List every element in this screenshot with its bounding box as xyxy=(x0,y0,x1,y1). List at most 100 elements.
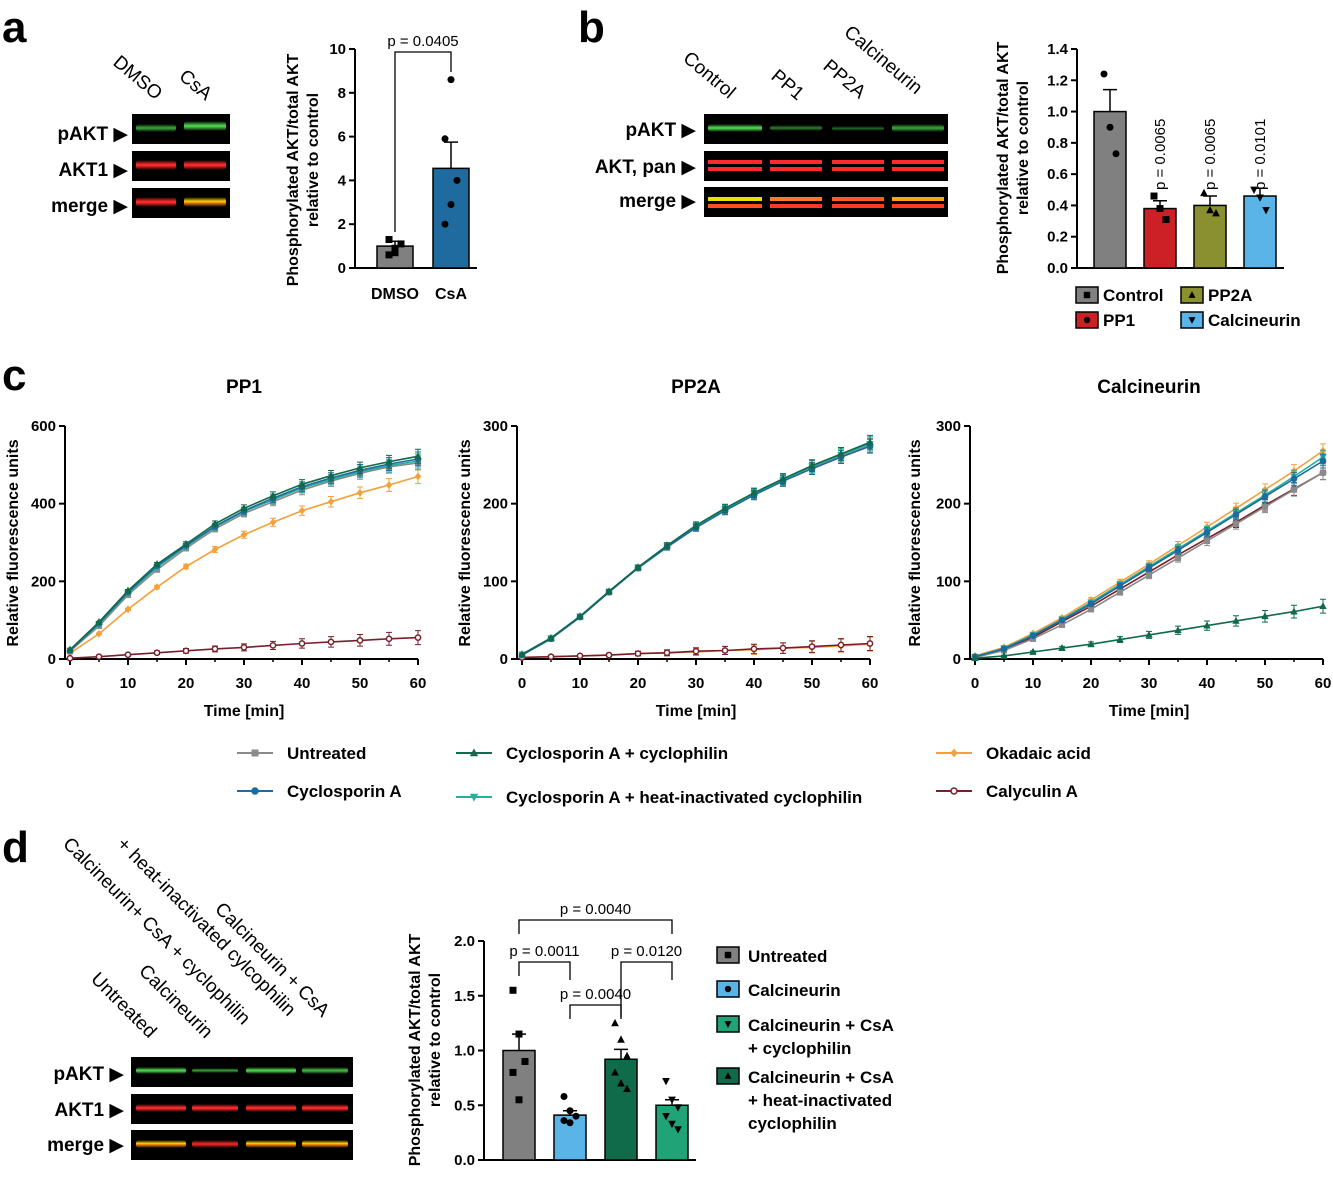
error-bar xyxy=(1203,195,1217,206)
data-point xyxy=(356,637,364,644)
data-point xyxy=(779,474,787,482)
data-point xyxy=(153,560,161,568)
lane-label: DMSO xyxy=(109,52,166,105)
lane-label: CsA xyxy=(175,66,216,105)
legend-marker xyxy=(950,748,958,758)
y-axis-label: Phosphorylated AKT/total AKT xyxy=(995,41,1012,274)
data-point xyxy=(521,1057,529,1065)
data-point xyxy=(298,480,306,488)
data-point xyxy=(391,249,399,257)
y-tick-label: 2 xyxy=(338,216,346,233)
data-point xyxy=(1174,626,1182,634)
data-point xyxy=(605,587,613,595)
x-axis-label: Time [min] xyxy=(204,703,285,720)
y-axis-label: Relative fluorescence units xyxy=(457,439,474,646)
y-tick-label: 0.0 xyxy=(1047,260,1068,277)
bar xyxy=(1093,110,1127,269)
data-point xyxy=(1000,645,1008,653)
data-point xyxy=(1203,529,1211,536)
significance-bracket xyxy=(620,961,673,1017)
series-line xyxy=(521,441,871,655)
data-point xyxy=(1261,503,1269,510)
x-tick-label: CsA xyxy=(435,286,467,303)
x-tick-label: 10 xyxy=(120,675,137,692)
legend-marker xyxy=(469,748,479,757)
data-point xyxy=(617,1079,625,1087)
y-tick-label: 200 xyxy=(483,496,508,513)
data-point xyxy=(1058,616,1066,624)
data-point xyxy=(441,135,449,143)
data-point xyxy=(721,647,729,654)
blot-row-label: AKT, pan ▶ xyxy=(595,157,697,178)
x-tick-label: 30 xyxy=(688,675,705,692)
data-point xyxy=(623,1051,631,1060)
blot-row-label: merge ▶ xyxy=(47,1135,124,1156)
y-tick-label: 0.8 xyxy=(1047,135,1068,152)
y-tick-label: 0 xyxy=(48,651,56,668)
series-line xyxy=(69,455,419,651)
series-line xyxy=(69,458,419,652)
data-point xyxy=(327,471,335,479)
y-axis-label: relative to control xyxy=(1015,81,1032,215)
chart-title: PP1 xyxy=(226,377,262,398)
data-point xyxy=(866,438,874,446)
data-point xyxy=(547,633,555,641)
data-point xyxy=(611,1068,619,1076)
p-value-label: p = 0.0405 xyxy=(387,33,458,50)
data-point xyxy=(750,488,758,496)
data-point xyxy=(95,617,103,625)
y-tick-label: 6 xyxy=(338,129,346,146)
data-point xyxy=(240,530,248,539)
error-bar xyxy=(614,1048,628,1060)
data-point xyxy=(441,220,449,228)
significance-bracket xyxy=(518,961,571,980)
data-point xyxy=(298,640,306,647)
data-point xyxy=(617,1035,625,1043)
data-point xyxy=(414,634,422,641)
legend-marker xyxy=(1188,317,1196,324)
data-point xyxy=(397,240,405,248)
y-tick-label: 0.4 xyxy=(1047,197,1069,214)
legend-marker xyxy=(469,793,479,802)
y-axis-label: relative to control xyxy=(427,973,444,1107)
legend-label: + heat-inactivated xyxy=(748,1091,892,1110)
data-point xyxy=(1145,564,1153,572)
chart-title: Calcineurin xyxy=(1097,377,1200,398)
data-point xyxy=(95,629,103,638)
panel-d-bar-chart: 0.0 0.5 1.0 1.5 2.0 p = 0.0040 p = 0.0011 p = 0… xyxy=(454,901,894,1169)
legend-marker xyxy=(1083,316,1091,324)
data-point xyxy=(1174,554,1182,562)
blot-row-label: merge ▶ xyxy=(619,191,696,212)
y-tick-label: 1.4 xyxy=(1047,41,1069,58)
legend-marker xyxy=(1188,291,1196,298)
y-axis-label: Relative fluorescence units xyxy=(5,439,22,646)
data-point xyxy=(298,506,306,515)
data-point xyxy=(1290,486,1298,493)
data-point xyxy=(269,518,277,527)
data-point xyxy=(837,449,845,457)
legend-label: + cyclophilin xyxy=(748,1039,851,1058)
data-point xyxy=(1087,640,1095,648)
data-point xyxy=(662,1078,670,1086)
x-tick-label: 10 xyxy=(572,675,589,692)
y-tick-label: 1.5 xyxy=(454,988,475,1005)
data-point xyxy=(124,586,132,594)
data-point xyxy=(1261,612,1269,620)
data-point xyxy=(509,1068,517,1076)
data-point xyxy=(663,541,671,549)
data-point xyxy=(327,638,335,646)
data-point xyxy=(356,488,364,497)
x-tick-label: 60 xyxy=(1315,675,1332,692)
data-point xyxy=(1319,601,1327,610)
data-point xyxy=(1319,457,1327,465)
data-point xyxy=(1256,194,1264,202)
data-point xyxy=(66,654,74,662)
data-point xyxy=(866,640,874,647)
legend-label: Untreated xyxy=(287,744,366,763)
x-axis-label: Time [min] xyxy=(656,703,737,720)
p-value-label: p = 0.0101 xyxy=(1252,119,1269,190)
data-point xyxy=(1058,643,1066,651)
data-point xyxy=(837,641,845,649)
data-point xyxy=(692,521,700,529)
